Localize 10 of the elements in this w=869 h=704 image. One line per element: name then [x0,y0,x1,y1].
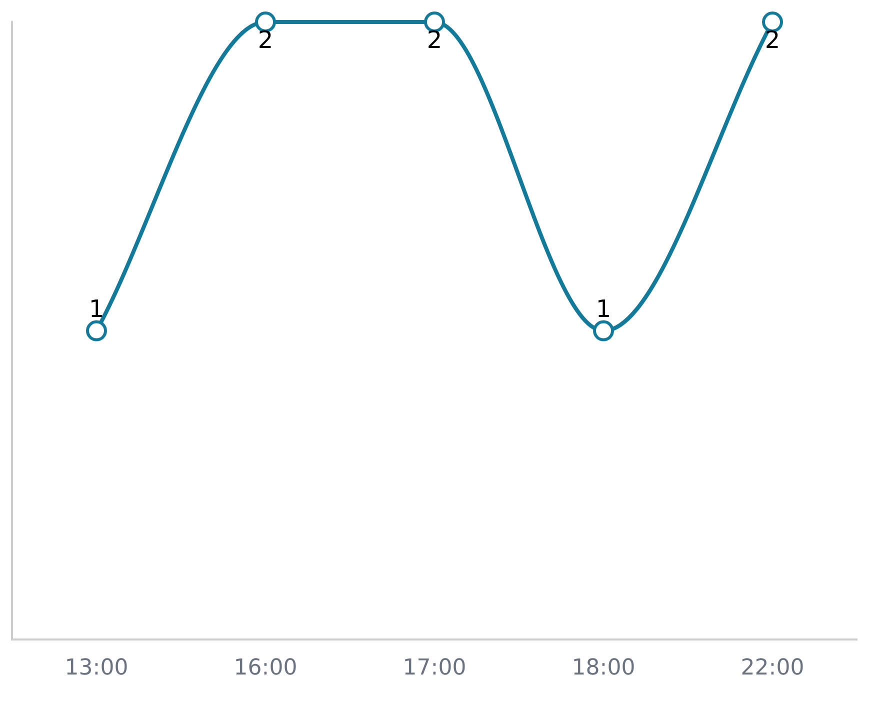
data-label: 2 [764,26,780,54]
data-label: 2 [258,26,274,54]
x-tick-label: 22:00 [740,656,804,681]
x-tick-label: 17:00 [402,656,466,681]
x-tick-label: 13:00 [64,656,128,681]
data-label: 1 [596,295,612,324]
data-label: 1 [88,295,104,324]
data-label: 2 [426,26,442,54]
x-tick-label: 16:00 [234,656,298,681]
x-tick-label: 18:00 [572,656,636,681]
